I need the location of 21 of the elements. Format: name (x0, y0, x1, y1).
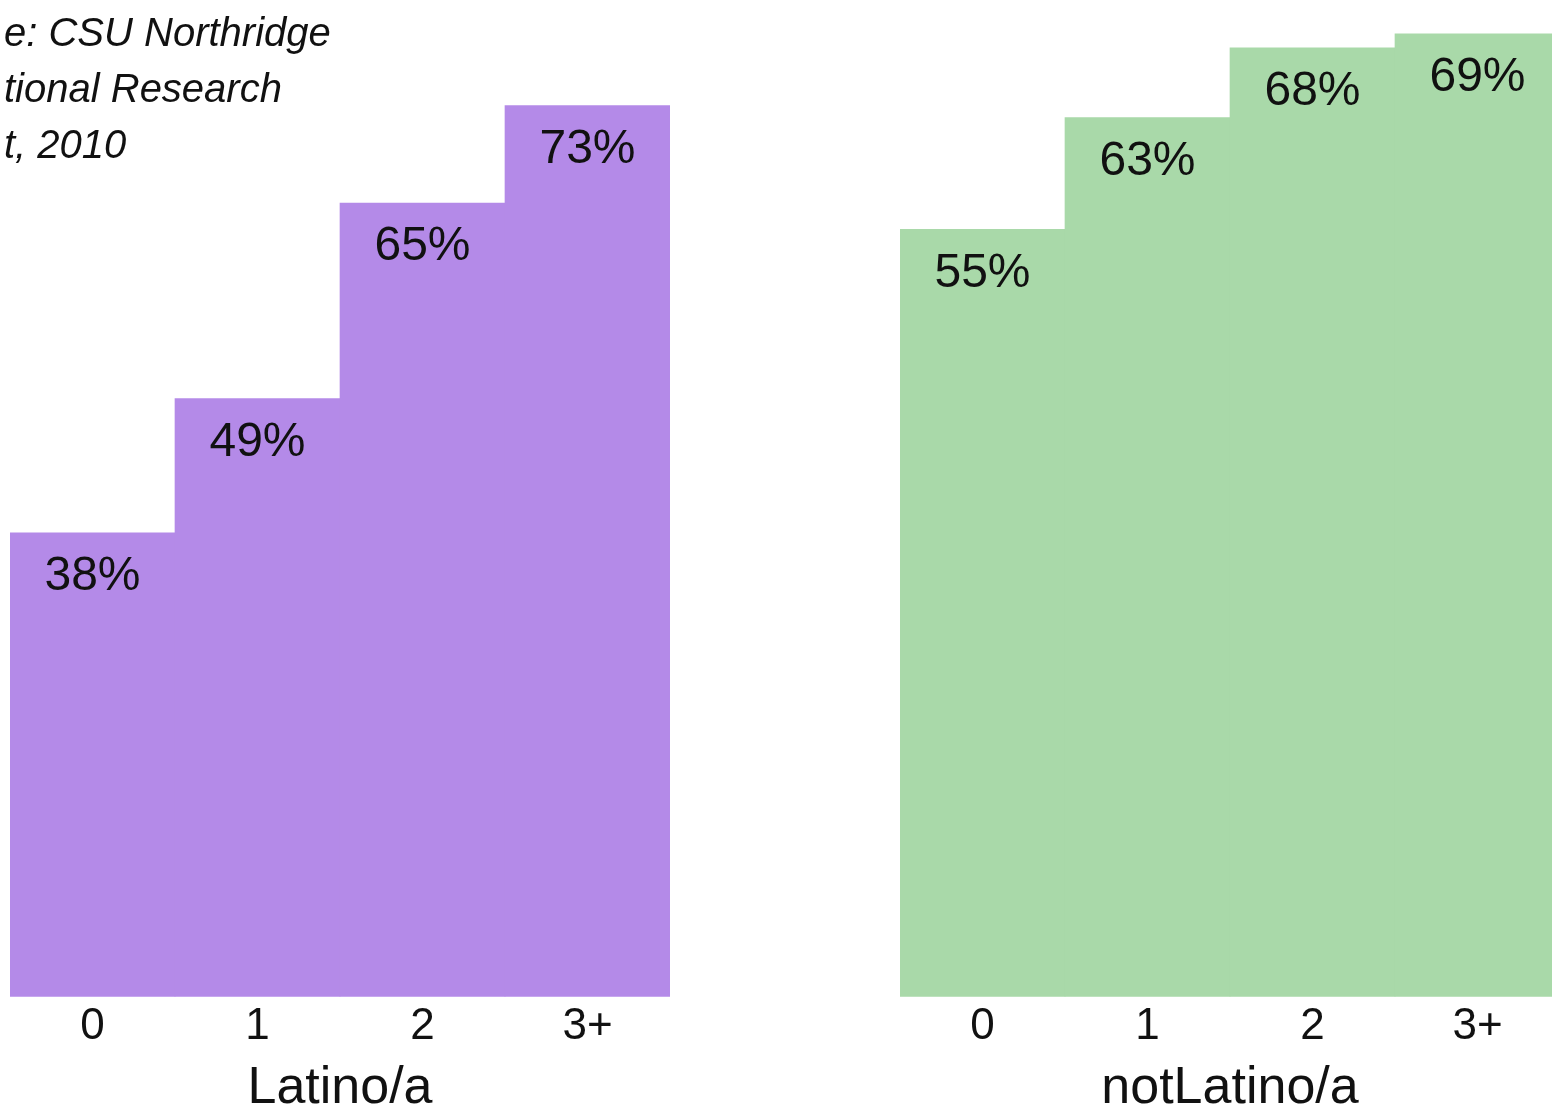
x-tick-label: 1 (245, 999, 270, 1049)
x-tick-label: 2 (410, 999, 435, 1049)
x-axis-title: Latino/a (247, 1056, 433, 1115)
x-tick-label: 0 (970, 999, 995, 1049)
data-label: 65% (374, 217, 471, 271)
data-label: 68% (1264, 62, 1361, 116)
data-label: 38% (44, 547, 141, 601)
data-label: 73% (539, 119, 636, 173)
x-tick-label: 0 (80, 999, 105, 1049)
data-label: 49% (209, 412, 306, 466)
x-axis-title: notLatino/a (1101, 1056, 1359, 1115)
text: e: CSU Northridge (4, 9, 331, 56)
annotation: tional Research (4, 65, 283, 112)
x-tick-label: 2 (1300, 999, 1325, 1049)
x-tick-label: 3+ (562, 999, 613, 1049)
data-label: 63% (1099, 131, 1196, 185)
data-label: 55% (934, 243, 1031, 297)
data-label: 69% (1429, 48, 1526, 102)
x-tick-label: 1 (1135, 999, 1160, 1049)
annotation: t, 2010 (4, 121, 128, 168)
x-tick-label: 3+ (1452, 999, 1503, 1049)
